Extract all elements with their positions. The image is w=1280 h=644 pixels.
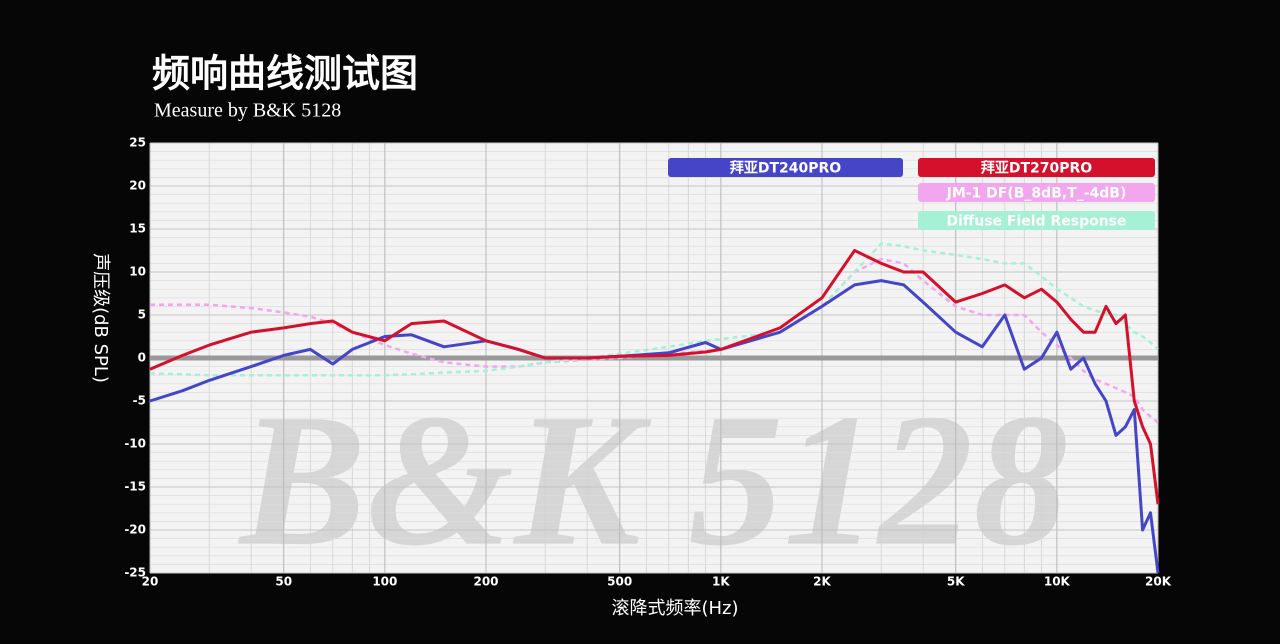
x-tick-label: 20K xyxy=(1145,575,1172,589)
chart-subtitle: Measure by B&K 5128 xyxy=(154,100,341,122)
y-tick-label: 5 xyxy=(138,308,146,322)
x-axis-label: 滚降式频率(Hz) xyxy=(611,598,738,619)
x-tick-label: 500 xyxy=(607,575,632,589)
series-line xyxy=(149,242,1159,377)
y-tick-label: 0 xyxy=(138,351,146,365)
y-tick-label: 20 xyxy=(129,179,146,193)
y-tick-label: -15 xyxy=(124,480,146,494)
series-line xyxy=(149,249,1160,505)
series-line xyxy=(149,279,1160,574)
legend-swatch xyxy=(918,158,1155,177)
y-tick-label: 10 xyxy=(129,265,146,279)
x-tick-label: 2K xyxy=(813,575,831,589)
legend-swatch xyxy=(668,158,903,177)
chart-title: 频响曲线测试图 xyxy=(152,52,418,96)
y-tick-label: 25 xyxy=(129,136,146,150)
legend-label: Diffuse Field Response xyxy=(946,214,1126,230)
y-tick-label: -5 xyxy=(133,394,146,408)
legend-swatch xyxy=(918,183,1155,202)
y-tick-label: -10 xyxy=(124,437,146,451)
x-tick-label: 200 xyxy=(473,575,498,589)
y-axis-label: 声压级(dB SPL) xyxy=(90,253,111,383)
y-tick-label: -25 xyxy=(124,566,146,580)
watermark: B&K 5128 xyxy=(238,376,1069,586)
legend-label: JM-1 DF(B_8dB,T_-4dB) xyxy=(946,186,1127,202)
legend-label: 拜亚DT240PRO xyxy=(730,160,841,177)
x-tick-label: 50 xyxy=(275,575,292,589)
x-tick-label: 1K xyxy=(712,575,730,589)
y-tick-label: -20 xyxy=(124,523,146,537)
x-tick-label: 10K xyxy=(1044,575,1071,589)
legend-label: 拜亚DT270PRO xyxy=(981,160,1092,177)
x-tick-label: 5K xyxy=(947,575,965,589)
legend-swatch xyxy=(918,211,1155,230)
y-tick-label: 15 xyxy=(129,222,146,236)
x-tick-label: 20 xyxy=(142,575,159,589)
x-tick-label: 100 xyxy=(372,575,397,589)
